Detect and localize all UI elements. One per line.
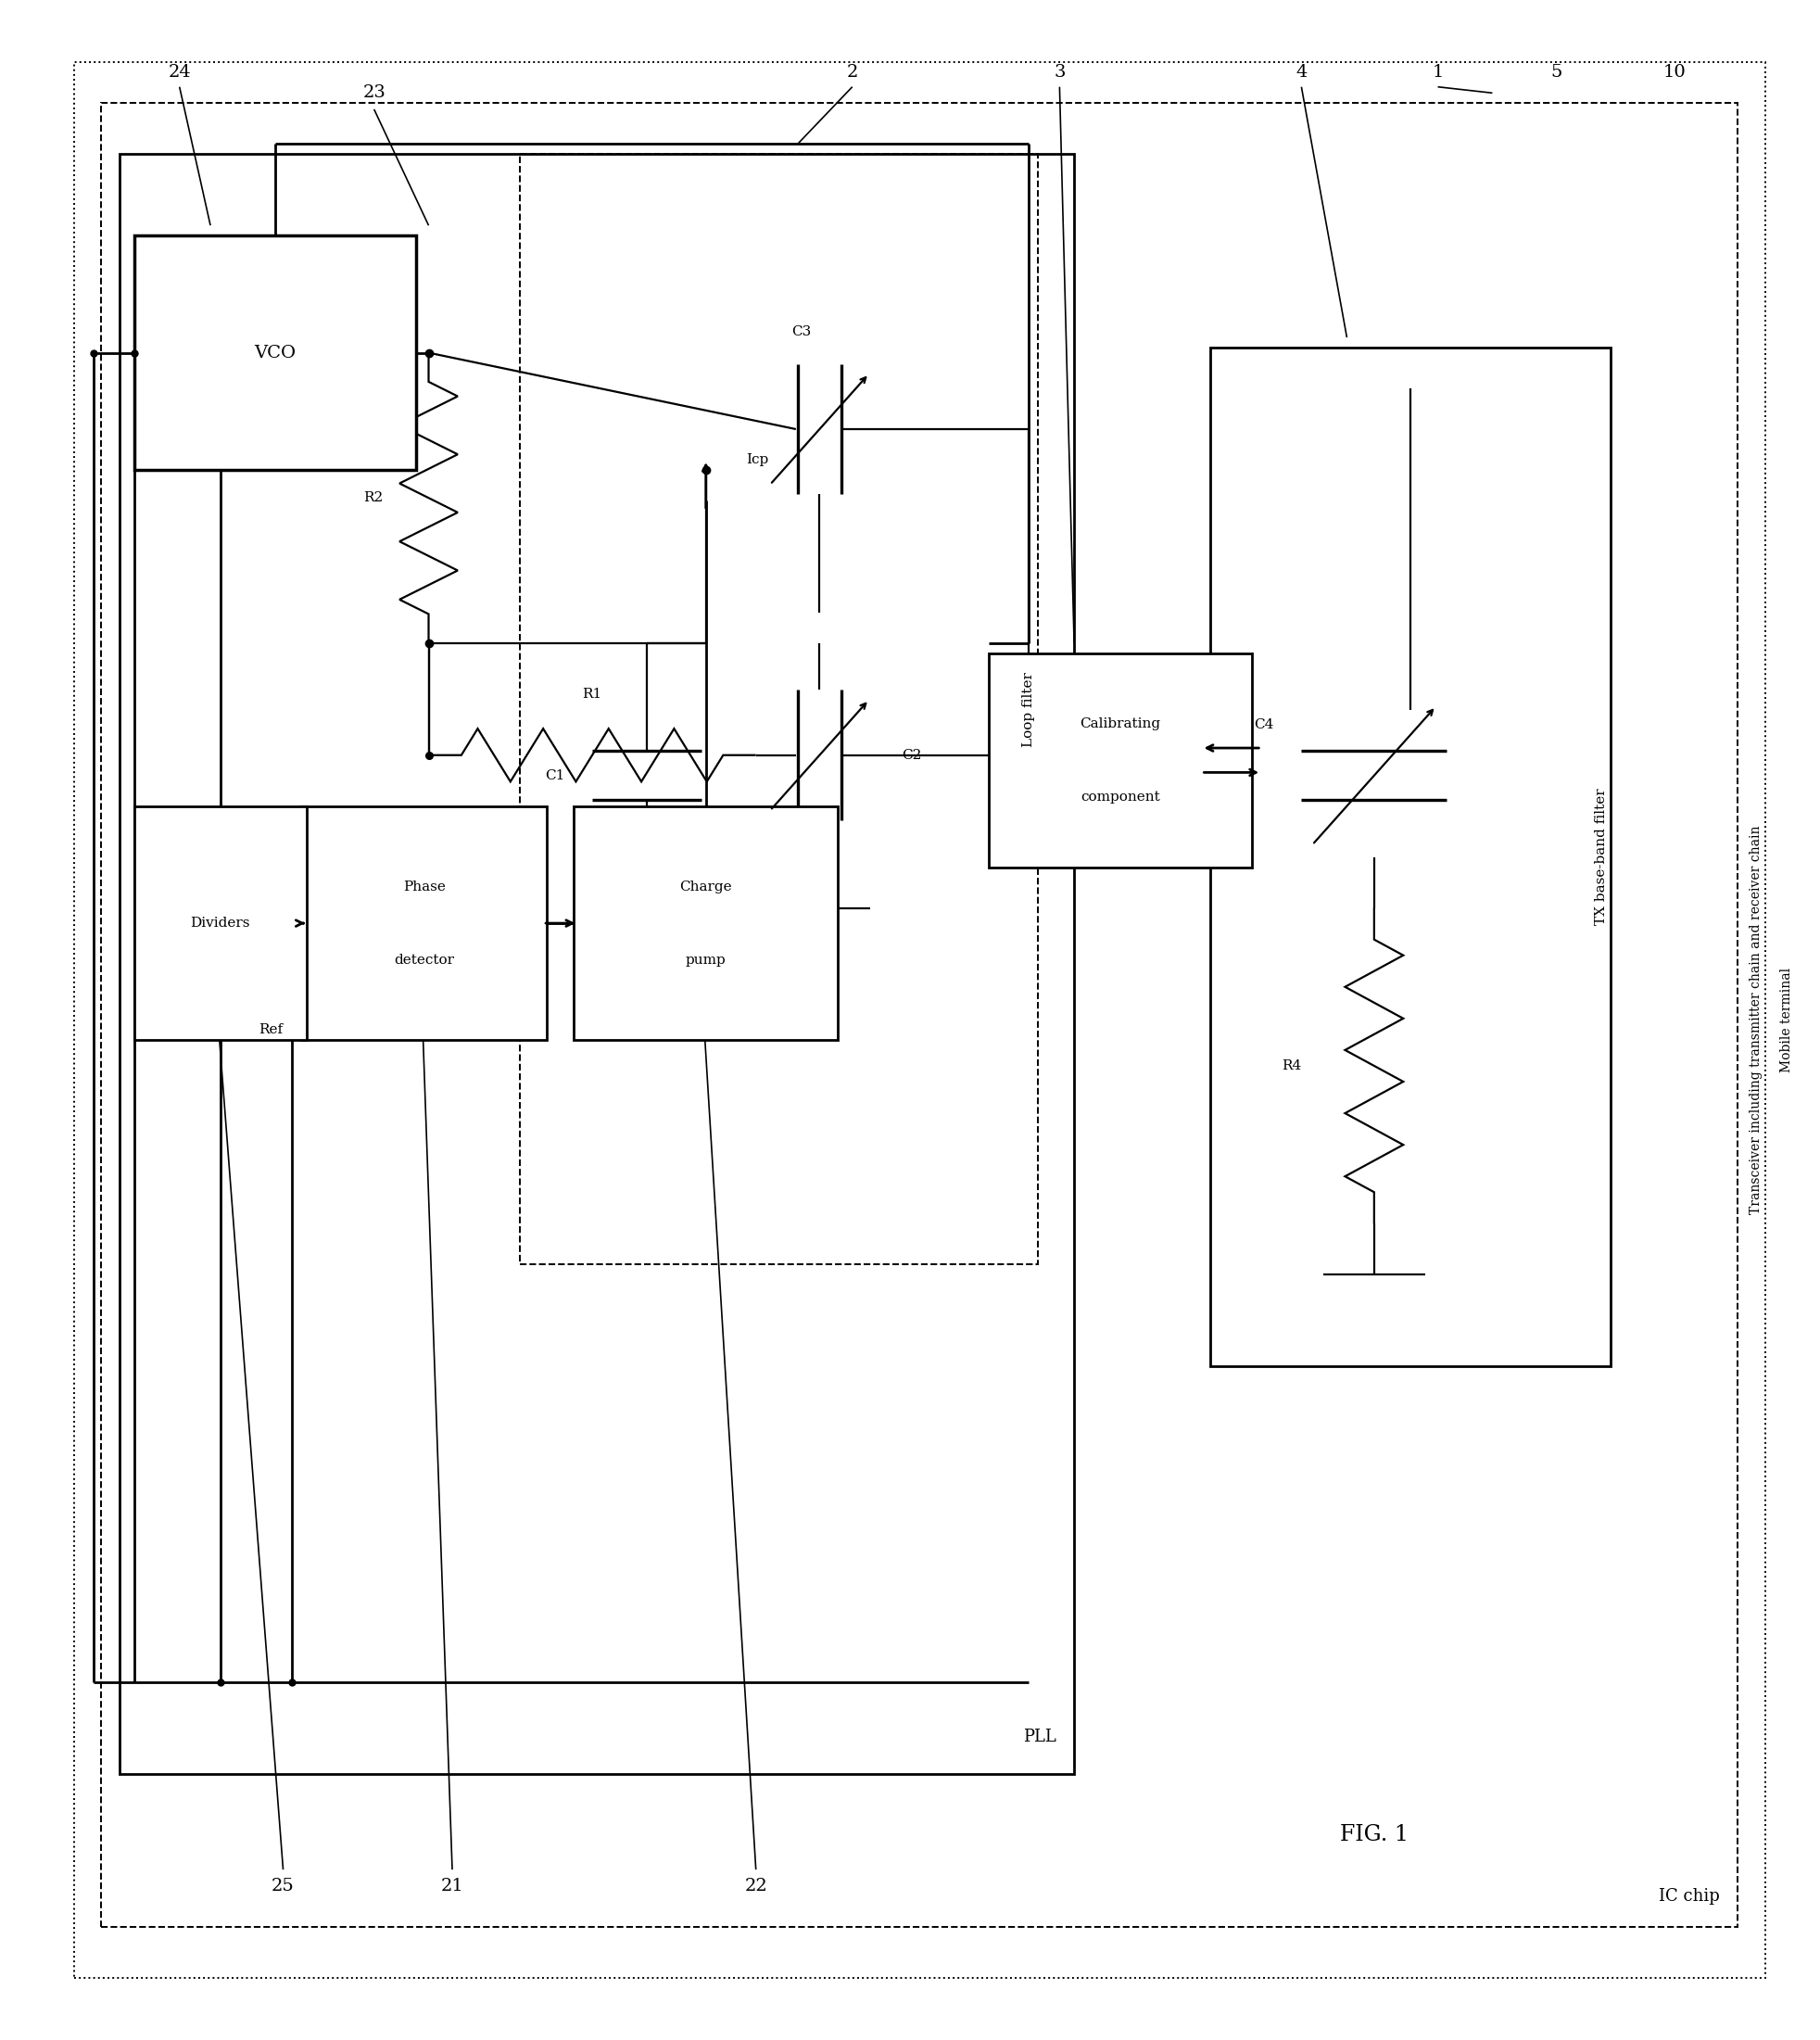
Text: VCO: VCO [255, 345, 295, 361]
Text: R2: R2 [364, 492, 382, 504]
Text: Loop filter: Loop filter [1021, 671, 1034, 747]
Text: 24: 24 [167, 63, 191, 82]
Text: C4: C4 [1254, 718, 1274, 730]
Bar [573, 806, 837, 1040]
Text: R4: R4 [1281, 1059, 1301, 1073]
Text: Phase: Phase [402, 879, 446, 894]
Text: 25: 25 [271, 1877, 295, 1895]
Text: Transceiver including transmitter chain and receiver chain: Transceiver including transmitter chain … [1749, 826, 1762, 1214]
Bar [1210, 347, 1609, 1367]
Text: FIG. 1: FIG. 1 [1340, 1824, 1407, 1846]
Text: Calibrating: Calibrating [1079, 718, 1161, 730]
Text: 2: 2 [846, 63, 857, 82]
Text: C1: C1 [544, 769, 564, 781]
Bar [135, 806, 306, 1040]
Text: IC chip: IC chip [1658, 1887, 1718, 1905]
Bar [120, 155, 1074, 1775]
Text: 22: 22 [744, 1877, 766, 1895]
Text: 5: 5 [1549, 63, 1562, 82]
Text: 4: 4 [1296, 63, 1307, 82]
Text: Ref: Ref [258, 1024, 282, 1036]
Text: component: component [1081, 789, 1159, 804]
Text: 23: 23 [362, 84, 386, 102]
Text: Mobile terminal: Mobile terminal [1780, 967, 1793, 1073]
Text: C2: C2 [901, 749, 921, 761]
Text: C3: C3 [792, 324, 810, 339]
Text: Icp: Icp [746, 453, 768, 467]
Bar [988, 653, 1252, 867]
Bar [519, 155, 1037, 1265]
Text: 10: 10 [1662, 63, 1685, 82]
Text: TX base-band filter: TX base-band filter [1594, 789, 1607, 926]
Text: detector: detector [393, 953, 453, 967]
Text: 3: 3 [1054, 63, 1065, 82]
Text: PLL: PLL [1023, 1728, 1056, 1746]
Bar [102, 104, 1736, 1926]
Text: Charge: Charge [679, 879, 732, 894]
Text: R1: R1 [582, 687, 602, 700]
Text: 21: 21 [440, 1877, 464, 1895]
Bar [135, 235, 415, 469]
Text: pump: pump [686, 953, 726, 967]
Text: 1: 1 [1431, 63, 1443, 82]
Bar [300, 806, 546, 1040]
Text: Dividers: Dividers [191, 916, 249, 930]
